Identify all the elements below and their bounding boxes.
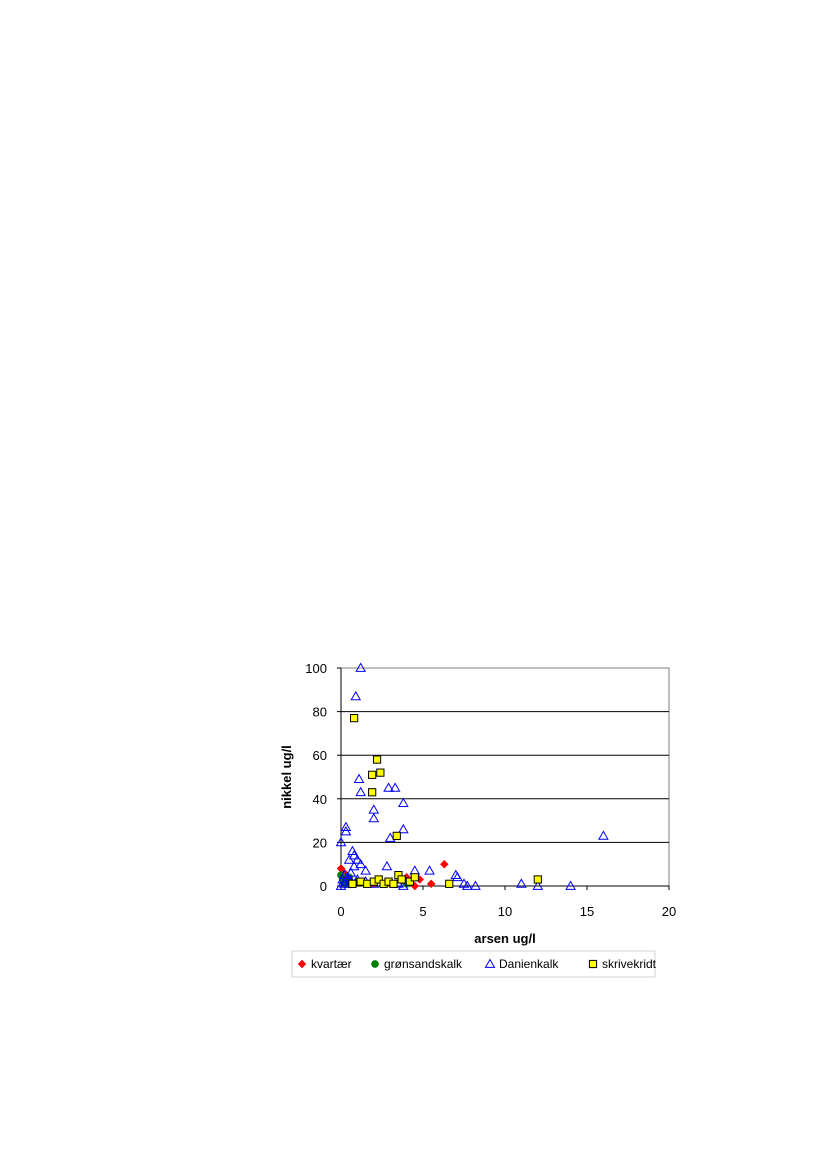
diamond-point [426, 879, 436, 889]
legend-marker [588, 959, 598, 969]
x-tick-labels: 0 5 10 15 20 [337, 904, 676, 919]
legend-marker [484, 958, 496, 968]
legend-item: kvartær [297, 957, 352, 971]
square-point [405, 877, 414, 886]
square-point [368, 788, 377, 797]
legend-marker [297, 959, 307, 969]
legend-marker [371, 960, 379, 968]
square-point [533, 875, 542, 884]
square-point [392, 831, 401, 840]
series-square [348, 714, 542, 888]
square-point [372, 755, 382, 764]
y-tick-label: 40 [313, 792, 327, 807]
triangle-point [470, 880, 481, 890]
triangle-point [383, 782, 394, 792]
triangle-point [335, 836, 347, 847]
x-tick-label: 20 [662, 904, 676, 919]
triangle-point [598, 830, 609, 840]
triangle-point [368, 812, 380, 823]
triangle-point [424, 865, 435, 875]
triangle-point [355, 662, 367, 672]
legend-label: skrivekridt [602, 957, 657, 971]
triangle-point [360, 865, 371, 875]
triangle-point [384, 832, 396, 842]
data-points [335, 662, 609, 891]
square-point [410, 873, 419, 882]
triangle-point [340, 825, 352, 836]
x-tick-label: 10 [498, 904, 512, 919]
triangle-point [397, 797, 409, 808]
triangle-point [532, 880, 544, 890]
triangle-point [352, 854, 363, 864]
y-tick-label: 20 [313, 835, 327, 850]
gridlines [341, 711, 669, 843]
triangle-point [335, 880, 347, 890]
square-point [350, 714, 359, 723]
triangle-point [350, 690, 362, 701]
triangle-point [353, 773, 365, 784]
x-tick-label: 0 [337, 904, 344, 919]
square-point [376, 768, 385, 777]
series-triangle [335, 662, 609, 890]
legend-item: grønsandskalk [371, 957, 463, 971]
triangle-point [355, 786, 367, 797]
triangle-point [381, 860, 393, 871]
y-axis-title: nikkel ug/l [279, 745, 294, 809]
plot-area [340, 667, 670, 887]
legend-label: grønsandskalk [384, 957, 463, 971]
triangle-point [340, 821, 352, 832]
triangle-point [348, 860, 360, 871]
y-tick-label: 0 [320, 879, 327, 894]
square-point [348, 879, 357, 888]
y-tick-label: 80 [313, 705, 327, 720]
y-tick-label: 60 [313, 748, 327, 763]
legend-label: kvartær [311, 957, 352, 971]
triangle-point [565, 880, 576, 890]
diamond-point [439, 859, 449, 869]
legend-item: Danienkalk [484, 957, 559, 971]
y-tick-label: 100 [305, 661, 327, 676]
triangle-point [348, 849, 360, 860]
y-tick-labels: 0 20 40 60 80 100 [305, 661, 327, 894]
square-point [389, 879, 398, 888]
triangle-point [397, 880, 409, 890]
x-tick-label: 15 [580, 904, 594, 919]
triangle-point [397, 823, 409, 834]
legend-item: skrivekridt [588, 957, 657, 971]
x-axis-title: arsen ug/l [474, 931, 535, 946]
square-point [397, 875, 406, 884]
triangle-point [343, 854, 355, 864]
triangle-point [516, 878, 527, 888]
x-tick-label: 5 [419, 904, 426, 919]
square-point [374, 875, 383, 884]
triangle-point [389, 782, 401, 792]
square-point [445, 879, 454, 888]
legend: kvartær grønsandskalk Danienkalk skrivekrid… [291, 950, 657, 978]
triangle-point [452, 871, 463, 882]
legend-label: Danienkalk [499, 957, 559, 971]
triangle-point [461, 880, 473, 890]
triangle-point [355, 858, 367, 869]
square-point [368, 770, 377, 779]
